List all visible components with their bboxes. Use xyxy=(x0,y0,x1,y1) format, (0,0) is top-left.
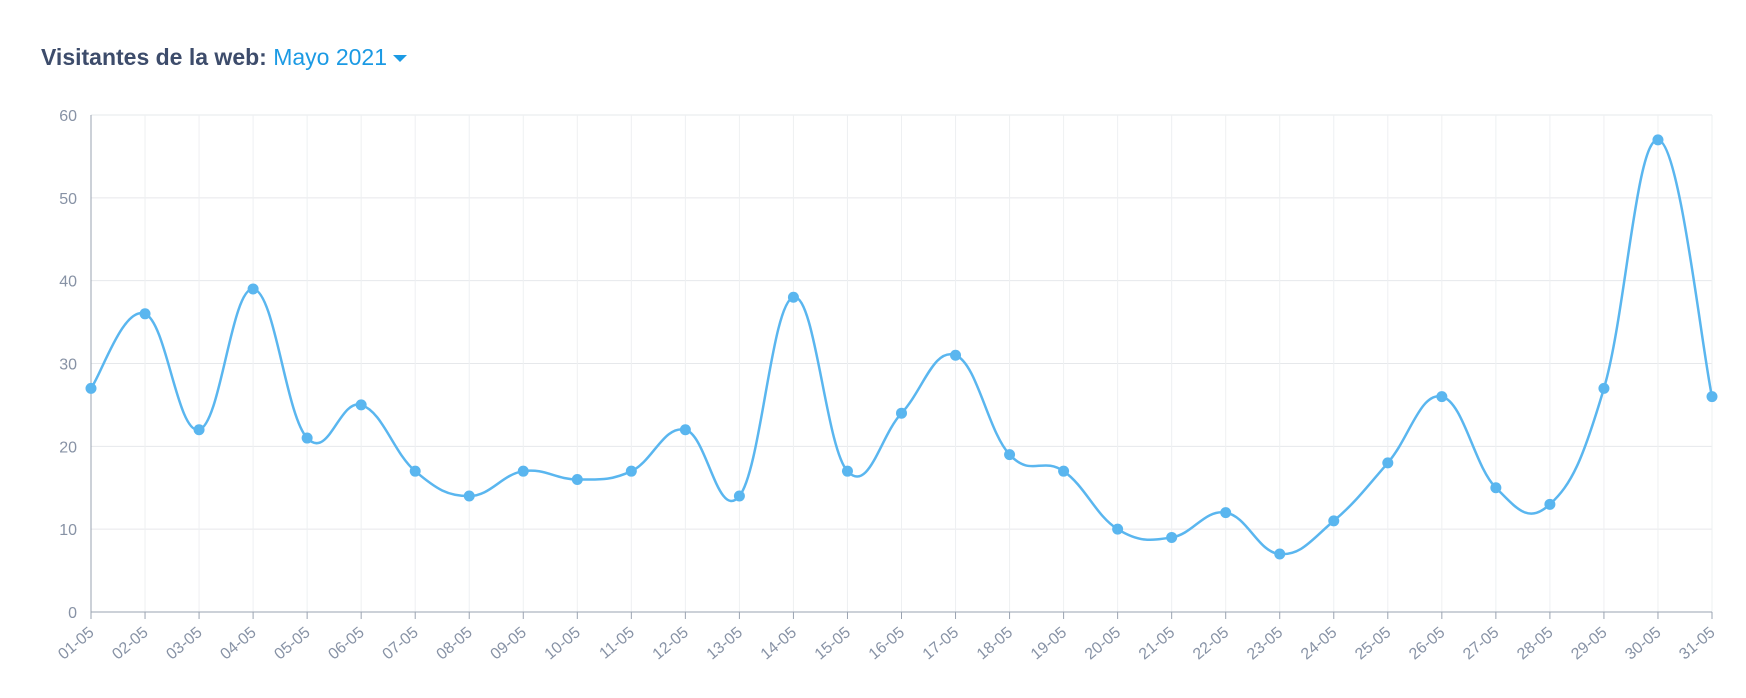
x-tick-label: 12-05 xyxy=(650,624,692,663)
x-tick-label: 01-05 xyxy=(55,624,97,663)
point xyxy=(1598,382,1610,394)
x-tick-label: 09-05 xyxy=(488,624,530,663)
x-tick-label: 17-05 xyxy=(920,624,962,663)
point xyxy=(1004,449,1016,461)
point xyxy=(355,399,367,411)
point xyxy=(841,465,853,477)
x-tick-label: 05-05 xyxy=(271,624,313,663)
y-tick-label: 10 xyxy=(59,522,77,539)
x-tick-label: 20-05 xyxy=(1082,624,1124,663)
x-tick-label: 23-05 xyxy=(1244,624,1286,663)
header: Visitantes de la web: Mayo 2021 xyxy=(41,44,408,71)
x-tick-label: 02-05 xyxy=(109,624,151,663)
x-tick-label: 22-05 xyxy=(1190,624,1232,663)
y-tick-label: 30 xyxy=(59,357,77,374)
x-tick-label: 07-05 xyxy=(379,624,421,663)
x-tick-label: 28-05 xyxy=(1514,624,1556,663)
x-tick-label: 08-05 xyxy=(434,624,476,663)
x-tick-label: 13-05 xyxy=(704,624,746,663)
point xyxy=(1112,523,1124,535)
point xyxy=(1652,134,1664,146)
y-tick-label: 20 xyxy=(59,439,77,456)
line xyxy=(89,138,1714,556)
x-tick-label: 15-05 xyxy=(812,624,854,663)
point xyxy=(517,465,529,477)
point xyxy=(463,490,475,502)
chart-title: Visitantes de la web: xyxy=(41,44,267,70)
point xyxy=(247,283,259,295)
point xyxy=(1544,498,1556,510)
point xyxy=(950,349,962,361)
x-tick-label: 04-05 xyxy=(217,624,259,663)
x-tick-label: 27-05 xyxy=(1460,624,1502,663)
point xyxy=(193,424,205,436)
point xyxy=(1382,457,1394,469)
x-tick-label: 26-05 xyxy=(1406,624,1448,663)
point xyxy=(896,407,907,419)
point xyxy=(625,465,637,477)
point xyxy=(409,465,421,477)
x-tick-label: 21-05 xyxy=(1136,624,1178,663)
point xyxy=(787,291,799,303)
point xyxy=(1058,465,1070,477)
x-tick-label: 29-05 xyxy=(1568,624,1610,663)
point xyxy=(139,308,151,320)
x-tick-label: 25-05 xyxy=(1352,624,1394,663)
y-tick-label: 0 xyxy=(68,605,77,622)
point xyxy=(679,424,691,436)
x-tick-label: 11-05 xyxy=(597,624,638,663)
point xyxy=(1490,482,1502,494)
point xyxy=(1328,515,1340,527)
point xyxy=(571,473,583,485)
x-tick-label: 24-05 xyxy=(1298,624,1340,663)
x-tick-label: 31-05 xyxy=(1676,624,1718,663)
y-tick-label: 40 xyxy=(59,274,77,291)
point xyxy=(301,432,313,444)
period-dropdown[interactable]: Mayo 2021 xyxy=(273,44,408,70)
x-tick-label: 14-05 xyxy=(758,624,800,663)
x-tick-label: 18-05 xyxy=(974,624,1016,663)
x-tick-label: 19-05 xyxy=(1028,624,1070,663)
x-tick-label: 06-05 xyxy=(325,624,367,663)
y-tick-label: 60 xyxy=(59,108,77,125)
x-tick-label: 30-05 xyxy=(1622,624,1664,663)
point xyxy=(1274,548,1286,560)
point xyxy=(733,490,745,502)
point xyxy=(85,382,97,394)
point xyxy=(1166,531,1178,543)
x-tick-label: 10-05 xyxy=(542,624,584,663)
point xyxy=(1220,507,1232,519)
x-tick-label: 03-05 xyxy=(163,624,205,663)
point xyxy=(1436,391,1448,403)
y-tick-label: 50 xyxy=(59,191,77,208)
period-label[interactable]: Mayo 2021 xyxy=(273,44,388,70)
x-tick-label: 16-05 xyxy=(866,624,908,663)
point xyxy=(1706,391,1718,403)
dropdown-caret[interactable] xyxy=(393,55,408,63)
